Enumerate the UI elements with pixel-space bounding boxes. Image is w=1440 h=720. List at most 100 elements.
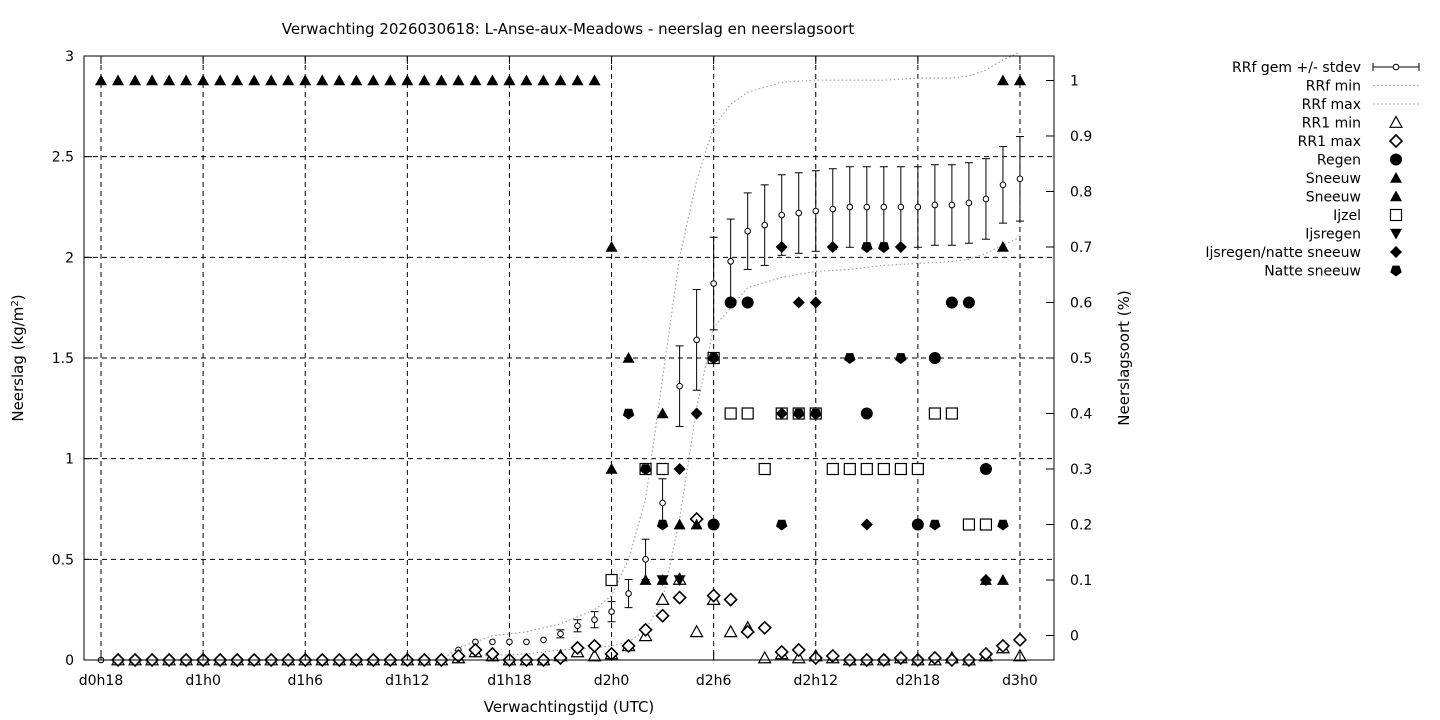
rrf-mean-point (676, 382, 683, 390)
natte-sneeuw-marker (878, 242, 890, 253)
sneeuw-marker (418, 74, 431, 86)
rrf-mean-point (506, 638, 513, 646)
rrf-mean-point (999, 181, 1007, 189)
sneeuw-marker (112, 74, 125, 86)
rrf-mean-point (540, 636, 547, 644)
ijsregen-natte-sneeuw-marker (775, 240, 788, 253)
markers (95, 74, 1028, 668)
axis-ticks (84, 55, 1054, 661)
sneeuw-marker (996, 240, 1009, 252)
x-tick-label: d1h6 (287, 673, 323, 689)
regen-marker (741, 296, 754, 309)
ijzel-marker (741, 407, 754, 420)
rrf-mean-point (727, 258, 734, 265)
grid-lines (84, 56, 1054, 660)
ijzel-marker (911, 462, 924, 476)
legend-symbol-square-open (1389, 208, 1403, 222)
rr1-max-marker (655, 608, 670, 623)
y-axis-label-superscript: 2 (10, 300, 21, 306)
y-tick-label: 0 (65, 653, 74, 669)
legend-label-ijsregen: Ijsregen (1305, 227, 1361, 243)
rrf-mean-point (693, 336, 700, 344)
sneeuw-marker (622, 352, 635, 363)
rrf-min-line (101, 236, 1021, 661)
sneeuw-marker (486, 74, 499, 86)
rrf-mean-point (863, 203, 871, 211)
rrf-mean-point (523, 638, 530, 646)
sneeuw-marker (1013, 74, 1026, 86)
natte-sneeuw-marker (895, 353, 907, 364)
rrf-max-line (101, 51, 1021, 661)
rrf-mean-point (625, 590, 632, 597)
natte-sneeuw-marker (793, 408, 805, 420)
sneeuw-marker (282, 74, 295, 86)
y-axis-label-close: ) (9, 294, 27, 300)
y-axis-label: Neerslag (kg/m2) (9, 294, 27, 421)
y2-axis-label: Neerslagsoort (%) (1115, 290, 1133, 425)
rrf-mean-point (761, 221, 769, 229)
rr1-max-marker (740, 624, 755, 639)
ijzel-marker (860, 462, 873, 476)
sneeuw-marker (452, 74, 465, 86)
rr1-max-marker (621, 638, 636, 654)
chart-title: Verwachting 2026030618: L-Anse-aux-Meado… (282, 20, 855, 38)
y-tick-label: 2.5 (52, 150, 74, 166)
ijsregen-marker (656, 575, 669, 587)
y-tick-label: 2 (65, 250, 74, 266)
rrf-mean-point (1016, 175, 1024, 183)
y2-tick-label: 0.4 (1070, 407, 1092, 423)
ijsregen-natte-sneeuw-marker (775, 407, 788, 420)
rrf-mean-point (829, 205, 837, 213)
legend-label-rr1min: RR1 min (1302, 116, 1361, 132)
sneeuw-marker (639, 574, 652, 585)
legend-label-rrfmax: RRf max (1302, 97, 1361, 113)
legend-label-ijsregennat: Ijsregen/natte sneeuw (1205, 245, 1361, 261)
ijzel-marker (826, 462, 839, 476)
sneeuw-marker (197, 74, 210, 86)
x-tick-label: d1h0 (185, 673, 221, 689)
sneeuw-marker (537, 74, 550, 86)
sneeuw-marker (673, 518, 686, 530)
y2-tick-label: 0.1 (1070, 573, 1092, 589)
y2-tick-label: 0 (1070, 629, 1079, 645)
sneeuw-marker (129, 74, 142, 86)
sneeuw-marker (146, 74, 159, 86)
rr1-min-marker (757, 650, 772, 664)
natte-sneeuw-marker (844, 353, 856, 364)
x-tick-label: d3h0 (1002, 673, 1038, 689)
x-tick-label: d2h6 (696, 673, 732, 689)
rrf-mean-point (948, 201, 956, 209)
y-tick-label: 1 (65, 452, 74, 468)
y2-tick-label: 1 (1070, 73, 1079, 89)
ijzel-marker (962, 518, 976, 531)
ijsregen-natte-sneeuw-marker (792, 296, 805, 309)
rr1-max-marker (1012, 632, 1028, 647)
sneeuw-marker (435, 74, 448, 86)
regen-marker (707, 518, 720, 531)
rr1-max-marker (638, 622, 653, 637)
x-tick-label: d1h18 (487, 673, 531, 689)
natte-sneeuw-marker (656, 519, 669, 531)
sneeuw-marker (265, 74, 278, 86)
rr1-max-marker (757, 620, 772, 635)
sneeuw-marker (520, 74, 533, 86)
axis-tick-labels: d0h18 d1h0 d1h6 d1h12 d1h18 d2h0 d2h6 d2h12 d2h1… (52, 49, 1093, 689)
regen-marker (962, 296, 975, 309)
regen-marker (860, 407, 873, 420)
ijzel-marker (605, 573, 618, 587)
natte-sneeuw-marker (639, 464, 652, 475)
rr1-max-marker (570, 640, 585, 656)
natte-sneeuw-marker (912, 519, 924, 531)
legend-symbol-pentagon-filled (1390, 265, 1402, 277)
sneeuw-marker (605, 463, 618, 474)
legend-label-regen: Regen (1317, 153, 1361, 169)
ijsregen-natte-sneeuw-marker (673, 463, 686, 476)
rr1-min-marker (655, 592, 670, 606)
rrf-mean-point (982, 195, 990, 203)
ijzel-marker (945, 407, 958, 420)
natte-sneeuw-marker (776, 519, 788, 531)
rr1-max-marker (723, 592, 738, 607)
rrf-mean-point (659, 499, 666, 507)
legend-label-sneeuw1: Sneeuw (1306, 171, 1361, 187)
